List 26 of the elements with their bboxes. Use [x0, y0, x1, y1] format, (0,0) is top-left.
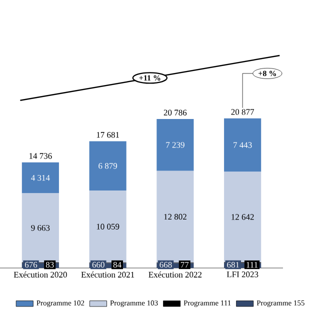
total-label: 14 736 [29, 153, 52, 159]
x-tick-label: Exécution 2021 [81, 272, 134, 278]
data-label: 9 663 [31, 225, 50, 231]
data-label: 12 642 [232, 214, 254, 220]
data-label: 84 [113, 262, 122, 268]
data-label: 676 [24, 262, 38, 268]
data-label: 7 443 [234, 142, 252, 148]
data-label: 83 [46, 262, 54, 268]
text: +8 % [258, 70, 276, 76]
data-label: 668 [160, 262, 172, 268]
data-label: 12 802 [164, 214, 186, 220]
total-label: 17 681 [96, 132, 119, 138]
total-label: 20 877 [231, 109, 254, 115]
x-tick-label: LFI 2023 [226, 272, 258, 278]
data-label: 4 314 [31, 174, 50, 181]
x-tick-label: Exécution 2020 [14, 272, 67, 278]
data-label: 660 [92, 262, 104, 268]
data-label: 77 [180, 262, 189, 268]
data-label: 7 239 [166, 142, 184, 148]
x-tick-label: Exécution 2022 [148, 272, 202, 278]
total-label: 20 786 [164, 110, 187, 116]
data-label: 681 [227, 262, 239, 268]
data-label: 10 059 [96, 224, 120, 230]
text: +11 % [139, 75, 160, 81]
data-label: 111 [246, 262, 258, 268]
data-label: 6 879 [98, 163, 118, 169]
